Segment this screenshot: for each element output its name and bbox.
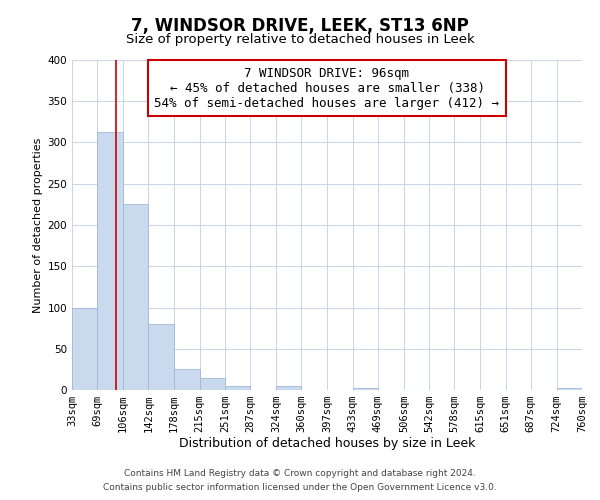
Text: 7, WINDSOR DRIVE, LEEK, ST13 6NP: 7, WINDSOR DRIVE, LEEK, ST13 6NP [131,18,469,36]
Text: Contains public sector information licensed under the Open Government Licence v3: Contains public sector information licen… [103,484,497,492]
Bar [72,308,97,390]
Text: 7 WINDSOR DRIVE: 96sqm
← 45% of detached houses are smaller (338)
54% of semi-de: 7 WINDSOR DRIVE: 96sqm ← 45% of detached… [155,66,499,110]
Bar [200,378,225,390]
Bar [353,388,378,390]
Bar [276,386,301,390]
Bar [225,386,250,390]
Bar [97,132,123,390]
Text: Size of property relative to detached houses in Leek: Size of property relative to detached ho… [125,32,475,46]
Text: Contains HM Land Registry data © Crown copyright and database right 2024.: Contains HM Land Registry data © Crown c… [124,468,476,477]
Bar [148,324,174,390]
Bar [174,370,200,390]
X-axis label: Distribution of detached houses by size in Leek: Distribution of detached houses by size … [179,436,475,450]
Y-axis label: Number of detached properties: Number of detached properties [33,138,43,312]
Bar [123,204,148,390]
Bar [557,388,582,390]
